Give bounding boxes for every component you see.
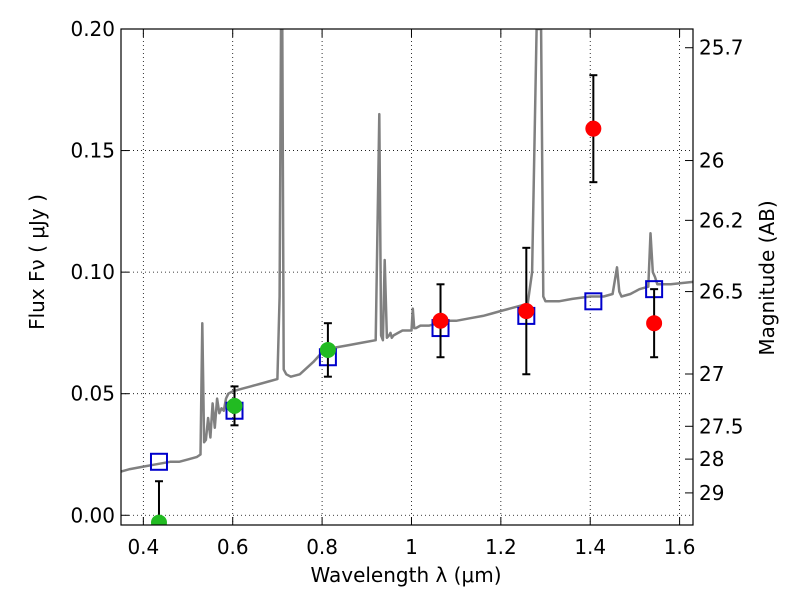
y-tick-label: 0.15 xyxy=(70,139,115,163)
x-axis-title: Wavelength λ (μm) xyxy=(310,563,501,587)
model-point-square xyxy=(149,452,168,471)
x-tick-label: 0.4 xyxy=(127,535,159,559)
y2-tick-label: 27.5 xyxy=(699,414,744,438)
x-tick-label: 1.4 xyxy=(574,535,606,559)
data-layer xyxy=(121,29,693,525)
y-axis-title: Flux Fν ( μJy ) xyxy=(25,194,49,330)
y2-axis-title: Magnitude (AB) xyxy=(755,200,779,355)
observed-point xyxy=(150,514,167,525)
ticks: 0.4 0.6 0.8 1 1.2 1.4 1.6 0.00 0.05 0.10 0.15 0.20 2… xyxy=(70,17,743,559)
x-tick-label: 1.2 xyxy=(485,535,517,559)
x-tick-label: 1 xyxy=(405,535,418,559)
observed-point xyxy=(518,303,535,320)
y2-tick-label: 25.7 xyxy=(699,36,744,60)
observed-point xyxy=(646,315,663,332)
y2-tick-label: 26.5 xyxy=(699,280,744,304)
x-tick-label: 0.8 xyxy=(306,535,338,559)
y2-tick-label: 26 xyxy=(699,149,724,173)
x-tick-label: 0.6 xyxy=(217,535,249,559)
y-tick-label: 0.05 xyxy=(70,382,115,406)
observed-point xyxy=(319,341,336,358)
y-tick-label: 0.10 xyxy=(70,260,115,284)
model-point-square xyxy=(584,292,603,311)
spectrum-line xyxy=(121,29,693,473)
plot-frame xyxy=(120,28,694,526)
y-tick-label: 0.00 xyxy=(70,503,115,527)
y2-tick-label: 28 xyxy=(699,447,724,471)
y2-tick-label: 26.2 xyxy=(699,208,744,232)
observed-point xyxy=(585,120,602,137)
y2-tick-label: 29 xyxy=(699,481,724,505)
observed-point xyxy=(226,397,243,414)
observed-point xyxy=(432,312,449,329)
x-tick-label: 1.6 xyxy=(664,535,696,559)
y2-tick-label: 27 xyxy=(699,362,724,386)
y-tick-label: 0.20 xyxy=(70,17,115,41)
plot-background xyxy=(121,29,693,525)
